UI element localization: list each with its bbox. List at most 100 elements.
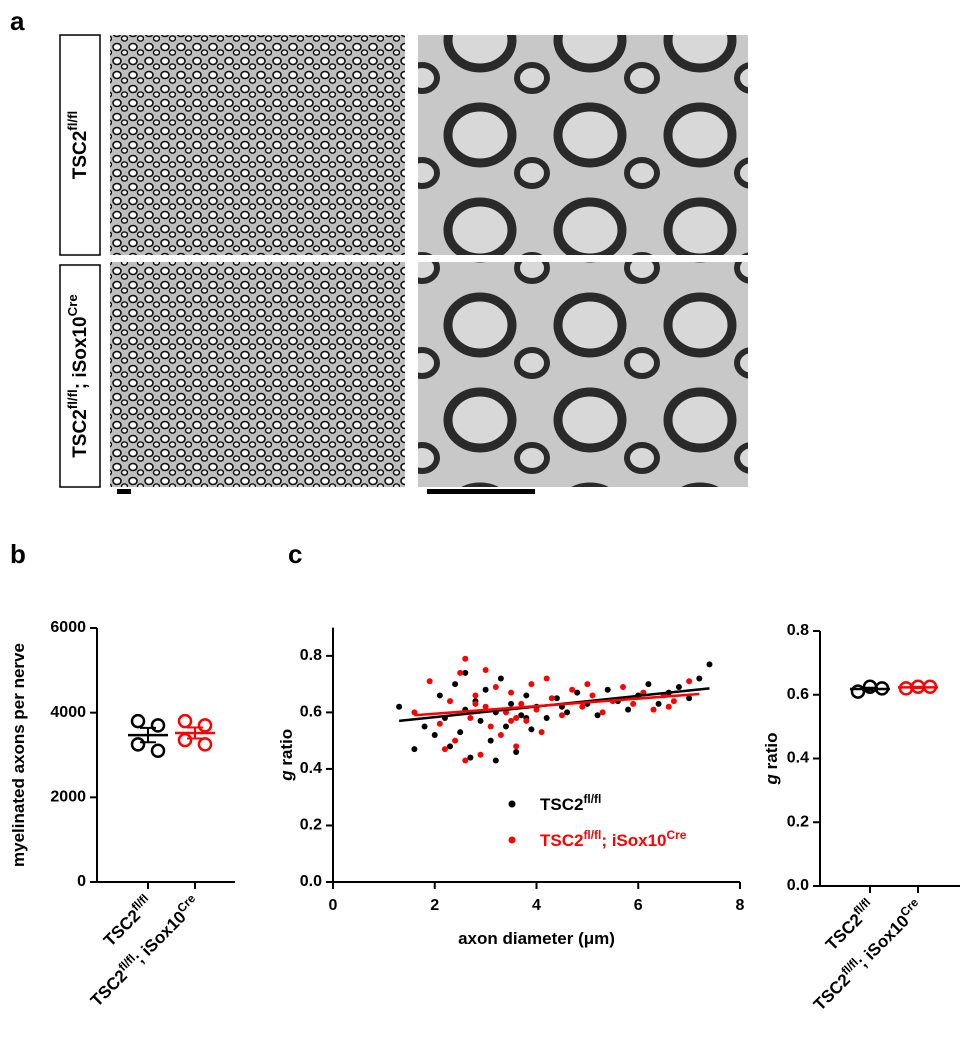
data-point bbox=[396, 703, 403, 710]
data-point bbox=[487, 723, 494, 730]
data-point bbox=[564, 709, 571, 716]
error-bar bbox=[910, 685, 926, 690]
data-point bbox=[579, 703, 586, 710]
data-point bbox=[492, 683, 499, 690]
text-part: fl/fl bbox=[583, 792, 601, 806]
y-tick-label: 0.8 bbox=[300, 647, 322, 664]
data-point bbox=[584, 681, 591, 688]
micrograph bbox=[110, 35, 405, 255]
data-point bbox=[655, 700, 662, 707]
y-axis-label: myelinated axons per nerve bbox=[9, 643, 28, 867]
data-point bbox=[472, 700, 479, 707]
data-point bbox=[538, 729, 545, 736]
data-point bbox=[477, 717, 484, 724]
data-point bbox=[604, 686, 611, 693]
data-point bbox=[150, 718, 166, 733]
y-tick-label: 0.8 bbox=[787, 622, 809, 639]
data-point bbox=[513, 743, 520, 750]
data-point bbox=[675, 683, 682, 690]
data-point bbox=[177, 713, 193, 729]
panel-label: c bbox=[288, 539, 302, 569]
data-point bbox=[467, 715, 474, 722]
data-point bbox=[523, 692, 530, 699]
data-point bbox=[548, 695, 555, 702]
x-tick-label: 4 bbox=[532, 897, 541, 914]
text-part: TSC2 bbox=[70, 409, 91, 458]
data-point bbox=[650, 706, 657, 713]
data-point bbox=[543, 675, 550, 682]
data-point bbox=[421, 723, 428, 730]
x-tick-label: TSC2fl/fl; iSox10Cre bbox=[85, 891, 204, 1010]
data-point bbox=[436, 692, 443, 699]
text-part: ratio bbox=[277, 729, 296, 771]
y-tick-label: 0.6 bbox=[787, 686, 809, 703]
data-point bbox=[130, 737, 146, 752]
x-tick-label: TSC2fl/fl; iSox10Cre bbox=[808, 895, 927, 1014]
data-point bbox=[553, 695, 560, 702]
data-point bbox=[452, 681, 459, 688]
y-tick-label: 4000 bbox=[50, 704, 86, 721]
x-tick-label: 6 bbox=[634, 897, 643, 914]
data-point bbox=[502, 723, 509, 730]
data-point bbox=[619, 683, 626, 690]
data-point bbox=[508, 717, 515, 724]
data-point bbox=[594, 712, 601, 719]
micrograph bbox=[110, 262, 405, 487]
legend-marker bbox=[508, 836, 516, 844]
y-tick-label: 0.2 bbox=[787, 813, 809, 830]
text-part: g bbox=[762, 773, 781, 785]
y-tick-label: 0.2 bbox=[300, 817, 322, 834]
panel-label: a bbox=[10, 6, 25, 36]
data-point bbox=[411, 746, 418, 753]
text-part: TSC2 bbox=[70, 131, 91, 180]
data-point bbox=[130, 713, 146, 729]
data-point bbox=[670, 698, 677, 705]
data-point bbox=[482, 703, 489, 710]
data-point bbox=[696, 675, 703, 682]
data-point bbox=[457, 669, 464, 676]
data-point bbox=[497, 675, 504, 682]
data-point bbox=[482, 686, 489, 693]
data-point bbox=[523, 717, 530, 724]
text-part: fl/fl bbox=[65, 111, 80, 131]
text-part: Cre bbox=[65, 294, 80, 316]
data-point bbox=[508, 700, 515, 707]
data-point bbox=[497, 732, 504, 739]
data-point bbox=[533, 706, 540, 713]
text-part: TSC2 bbox=[540, 831, 583, 850]
data-point bbox=[706, 661, 713, 668]
text-part: TSC2 bbox=[540, 795, 583, 814]
y-axis-label: g ratio bbox=[762, 733, 781, 786]
fit-line bbox=[414, 692, 700, 717]
text-part: Cre bbox=[667, 828, 687, 842]
row-label: TSC2fl/fl; iSox10Cre bbox=[65, 294, 91, 458]
data-point bbox=[508, 689, 515, 696]
data-point bbox=[850, 684, 866, 699]
data-point bbox=[462, 669, 469, 676]
data-point bbox=[630, 700, 637, 707]
scale-bar bbox=[117, 489, 131, 494]
y-tick-label: 0.0 bbox=[787, 877, 809, 894]
data-point bbox=[513, 715, 520, 722]
text-part: ratio bbox=[762, 733, 781, 775]
data-point bbox=[518, 712, 525, 719]
x-tick-label: 2 bbox=[430, 897, 439, 914]
y-axis-label: g ratio bbox=[277, 729, 296, 782]
x-tick-label: 0 bbox=[329, 897, 338, 914]
y-tick-label: 6000 bbox=[50, 619, 86, 636]
data-point bbox=[436, 720, 443, 727]
data-point bbox=[177, 732, 193, 748]
data-point bbox=[426, 678, 433, 685]
y-tick-label: 0.6 bbox=[300, 704, 322, 721]
legend-marker bbox=[508, 800, 516, 808]
data-point bbox=[482, 667, 489, 673]
data-point bbox=[589, 692, 596, 699]
data-point bbox=[513, 748, 520, 755]
text-part: fl/fl bbox=[583, 828, 601, 842]
legend-label: TSC2fl/fl bbox=[540, 792, 601, 814]
data-point bbox=[528, 681, 535, 688]
row-label-box bbox=[59, 264, 101, 488]
error-bar bbox=[862, 686, 878, 692]
data-point bbox=[492, 757, 499, 764]
